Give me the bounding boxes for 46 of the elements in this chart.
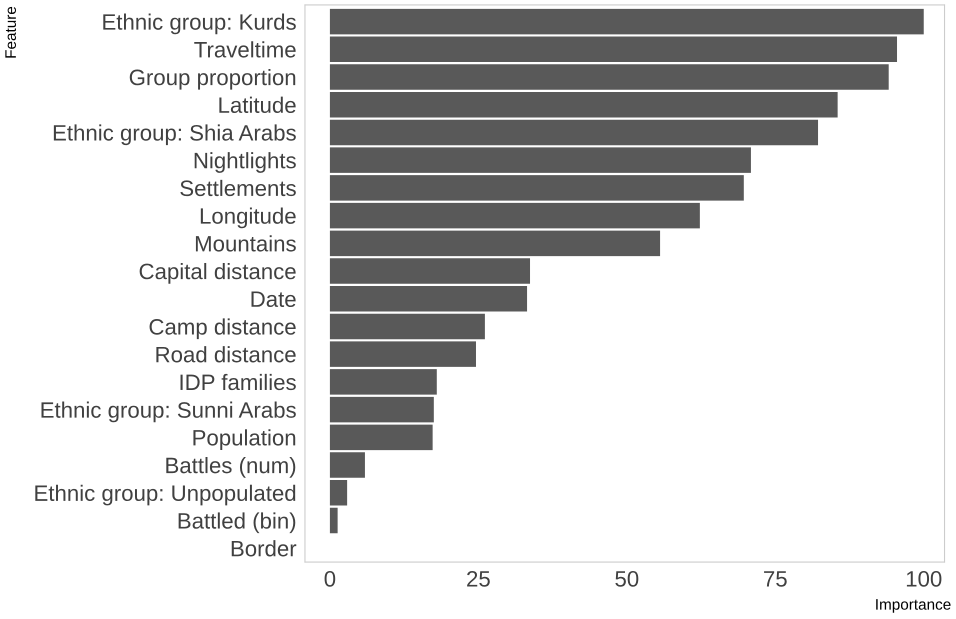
bar bbox=[330, 286, 528, 312]
y-axis-title: Feature bbox=[5, 6, 16, 58]
y-tick-label: Capital distance bbox=[140, 262, 296, 284]
y-tick-label: IDP families bbox=[180, 374, 296, 390]
y-tick-label: Ethnic group: Shia Arabs bbox=[54, 124, 296, 146]
y-tick-label: Road distance bbox=[156, 346, 296, 362]
y-tick-label: Group proportion bbox=[130, 68, 296, 90]
y-tick-label: Settlements bbox=[180, 180, 296, 196]
bar bbox=[330, 480, 348, 506]
bar bbox=[330, 92, 838, 118]
bar bbox=[330, 120, 818, 146]
y-tick-label: Ethnic group: Unpopulated bbox=[35, 484, 296, 506]
y-tick-label: Population bbox=[193, 429, 296, 450]
y-tick-label: Ethnic group: Kurds bbox=[103, 14, 296, 34]
y-tick-label: Camp distance bbox=[150, 318, 296, 340]
bar bbox=[330, 452, 365, 478]
y-tick-label: Mountains bbox=[196, 235, 296, 252]
bar bbox=[330, 64, 889, 90]
x-axis-title: Importance bbox=[876, 599, 951, 613]
bar bbox=[330, 147, 751, 173]
x-tick-label: 0 bbox=[324, 570, 336, 587]
bar bbox=[330, 230, 660, 256]
bar bbox=[330, 202, 700, 228]
bar bbox=[330, 508, 338, 534]
bar bbox=[330, 258, 530, 284]
bar bbox=[330, 175, 744, 201]
y-tick-label: Ethnic group: Sunni Arabs bbox=[42, 402, 296, 422]
y-tick-label: Nightlights bbox=[194, 152, 296, 173]
x-tick-label: 100 bbox=[906, 570, 942, 587]
y-tick-label: Traveltime bbox=[194, 41, 296, 58]
y-tick-label: Latitude bbox=[219, 96, 296, 113]
y-tick-label: Date bbox=[252, 292, 296, 308]
y-tick-label: Border bbox=[232, 540, 296, 556]
y-tick-label: Battled (bin) bbox=[178, 512, 296, 534]
x-tick-label: 50 bbox=[615, 570, 638, 587]
bar bbox=[330, 396, 434, 422]
x-tick-label: 25 bbox=[467, 570, 490, 587]
y-tick-label: Longitude bbox=[200, 208, 296, 228]
bar bbox=[330, 8, 924, 34]
bar bbox=[330, 36, 898, 62]
bar bbox=[330, 341, 476, 367]
bar bbox=[330, 314, 485, 340]
bar bbox=[330, 369, 437, 395]
y-tick-label: Battles (num) bbox=[166, 456, 296, 478]
bar bbox=[330, 424, 433, 450]
x-tick-label: 75 bbox=[764, 571, 787, 587]
